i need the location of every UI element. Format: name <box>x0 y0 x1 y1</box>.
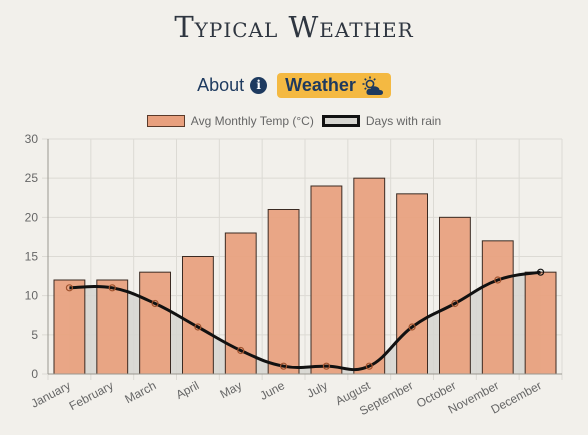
x-tick-label: March <box>122 378 158 406</box>
x-tick-label: February <box>67 378 116 413</box>
rain-point <box>65 284 74 292</box>
info-icon: i <box>250 77 268 94</box>
y-tick-label: 10 <box>25 289 39 303</box>
rain-point <box>451 299 459 308</box>
y-tick-label: 30 <box>25 132 39 146</box>
nav-about-link[interactable]: About i <box>197 75 268 96</box>
x-tick-label: May <box>218 378 245 401</box>
rain-point <box>237 346 245 355</box>
legend-swatch-rain <box>321 115 360 127</box>
y-tick-label: 15 <box>25 250 39 264</box>
legend-item-temp[interactable]: Avg Monthly Temp (°C) <box>146 114 314 128</box>
temp-bar <box>524 271 557 375</box>
temp-bar <box>353 177 386 375</box>
rain-point <box>494 276 502 284</box>
chart-legend: Avg Monthly Temp (°C) Days with rain <box>0 114 588 128</box>
rain-point <box>408 323 416 331</box>
nav-about-label: About <box>197 75 245 95</box>
temp-bar <box>310 185 343 375</box>
x-tick-label: June <box>257 378 287 403</box>
temp-bar <box>139 271 172 375</box>
nav-weather-label: Weather <box>285 75 356 95</box>
x-tick-label: January <box>29 378 73 410</box>
y-tick-label: 0 <box>31 367 38 381</box>
legend-item-rain[interactable]: Days with rain <box>321 114 442 128</box>
rain-point <box>194 323 202 331</box>
temp-bar <box>396 193 429 375</box>
rain-point <box>365 362 373 370</box>
temp-bar <box>438 216 471 375</box>
x-tick-label: April <box>174 378 202 402</box>
y-tick-label: 20 <box>25 210 39 224</box>
nav-weather-tab[interactable]: Weather <box>277 73 391 98</box>
sun-behind-cloud-icon <box>362 76 383 95</box>
rain-line-path <box>69 270 541 372</box>
temp-bar <box>224 232 257 375</box>
legend-label-temp: Avg Monthly Temp (°C) <box>190 114 314 128</box>
rain-point <box>279 362 288 370</box>
temp-bar <box>481 240 514 375</box>
rain-point <box>536 268 545 276</box>
temp-bar <box>96 279 129 375</box>
temp-bar <box>267 209 300 375</box>
rain-line <box>65 268 545 372</box>
rain-point <box>322 362 331 370</box>
y-tick-label: 25 <box>25 171 39 185</box>
temp-bar <box>53 279 86 375</box>
temp-bar <box>181 256 214 375</box>
x-tick-label: July <box>304 378 329 400</box>
legend-label-rain: Days with rain <box>365 114 442 128</box>
y-tick-label: 5 <box>31 328 38 342</box>
rain-point <box>108 284 116 292</box>
rain-point <box>151 299 159 308</box>
site-title: Typical Weather <box>174 10 414 44</box>
main-nav: About i Weather <box>0 73 588 98</box>
legend-swatch-temp <box>146 115 185 127</box>
